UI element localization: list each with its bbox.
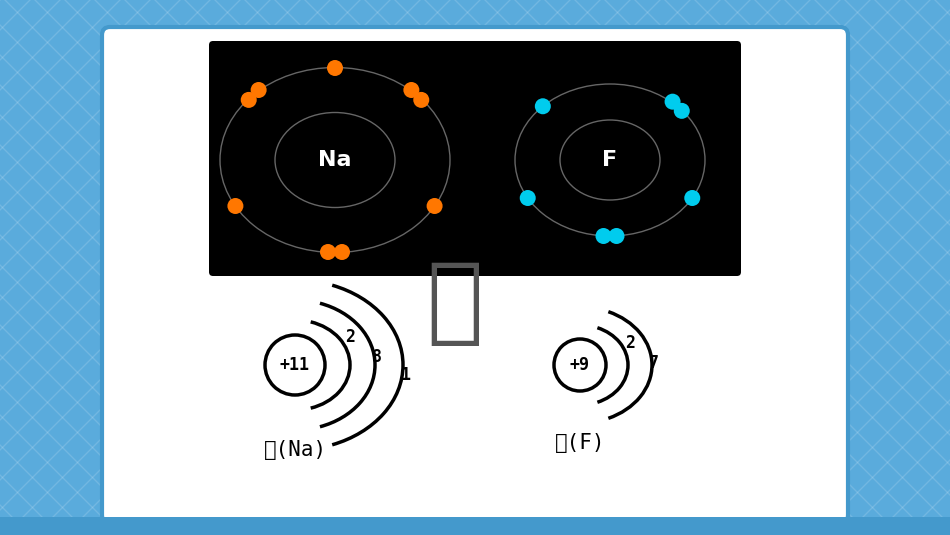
FancyBboxPatch shape [102,27,848,523]
Circle shape [535,98,551,114]
Text: 2: 2 [625,334,635,352]
Circle shape [251,82,267,98]
Circle shape [609,228,624,244]
Text: 8: 8 [372,348,382,366]
Text: Na: Na [318,150,352,170]
Text: 1: 1 [400,366,410,384]
Circle shape [265,335,325,395]
Text: F: F [602,150,618,170]
Circle shape [413,92,429,108]
Text: 2: 2 [345,328,355,346]
Circle shape [427,198,443,214]
Circle shape [520,190,536,206]
Text: 键: 键 [427,257,484,349]
Text: 钓(Na): 钓(Na) [263,440,327,460]
Bar [0,517,950,535]
Text: 7: 7 [649,354,659,372]
Circle shape [334,244,350,260]
Circle shape [404,82,419,98]
FancyBboxPatch shape [209,41,741,276]
Circle shape [665,94,680,110]
Text: 氟(F): 氟(F) [555,433,605,453]
Circle shape [596,228,612,244]
Circle shape [554,339,606,391]
Circle shape [674,103,690,119]
Circle shape [227,198,243,214]
Circle shape [327,60,343,76]
Text: +11: +11 [280,356,310,374]
Text: +9: +9 [570,356,590,374]
Circle shape [684,190,700,206]
Circle shape [320,244,336,260]
Circle shape [240,92,256,108]
